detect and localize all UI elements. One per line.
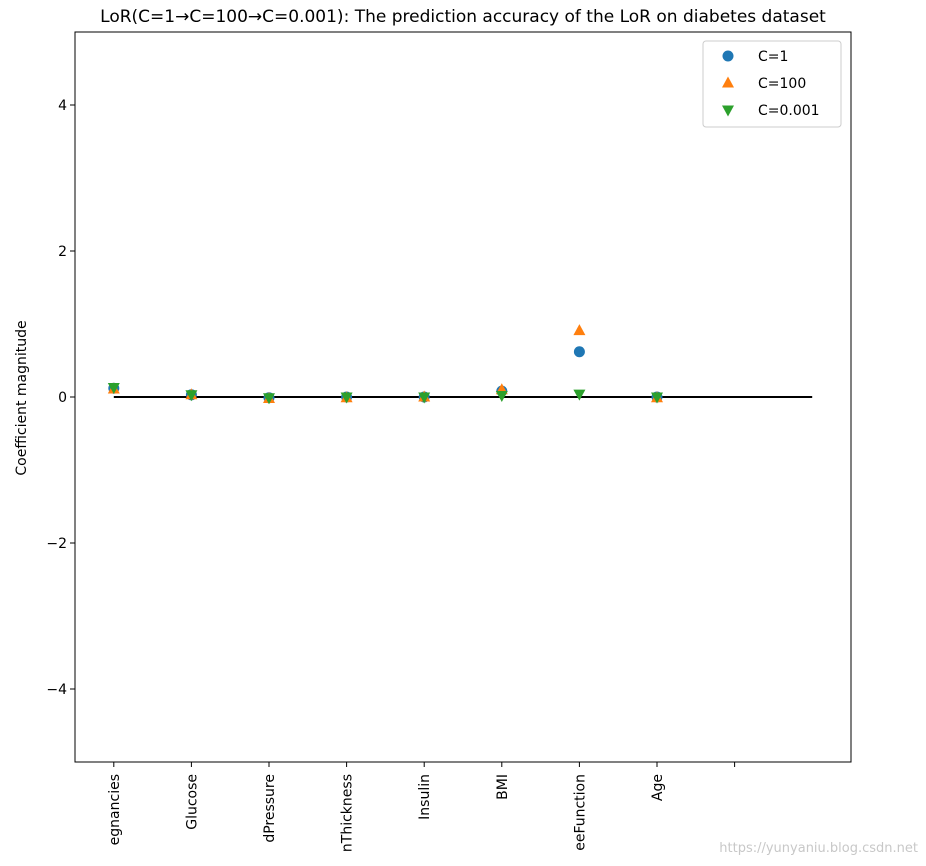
watermark: https://yunyaniu.blog.csdn.net	[719, 841, 918, 856]
x-tick-label: nThickness	[340, 774, 356, 852]
point-c-0-001	[263, 393, 275, 405]
point-c-0-001	[107, 383, 120, 395]
point-c-0-001	[573, 389, 586, 401]
legend-marker	[722, 105, 734, 117]
y-tick-label: 0	[58, 390, 67, 406]
y-tick-label: −2	[46, 536, 67, 552]
x-tick-label: Insulin	[417, 774, 433, 820]
legend-label: C=100	[758, 76, 806, 92]
legend-label: C=1	[758, 49, 788, 65]
point-c-0-001	[185, 390, 198, 402]
y-tick-label: −4	[46, 682, 67, 698]
x-tick-label: egnancies	[107, 774, 123, 845]
point-c-1	[573, 346, 585, 358]
point-c-0-001	[495, 391, 508, 403]
chart-title: LoR(C=1→C=100→C=0.001): The prediction a…	[100, 7, 826, 27]
y-axis-label: Coefficient magnitude	[14, 320, 30, 475]
plot-area: −4 −2 0 2 4 egnancies Glucose dPressure nThickne…	[46, 31, 852, 852]
point-c-0-001	[340, 392, 353, 404]
point-c-100	[573, 324, 586, 336]
y-tick-label: 2	[58, 244, 67, 260]
legend-marker	[722, 76, 734, 88]
point-c-0-001	[418, 392, 431, 404]
x-tick-label: Glucose	[184, 774, 200, 830]
legend-marker	[722, 50, 734, 62]
y-tick-label: 4	[58, 98, 67, 114]
x-tick-label: dPressure	[262, 774, 278, 843]
legend-box	[702, 40, 842, 128]
legend-label: C=0.001	[758, 103, 820, 119]
x-tick-label: eeFunction	[572, 774, 588, 851]
x-tick-label: BMI	[495, 774, 511, 800]
x-tick-label: Age	[650, 774, 666, 801]
point-c-0-001	[651, 392, 663, 404]
